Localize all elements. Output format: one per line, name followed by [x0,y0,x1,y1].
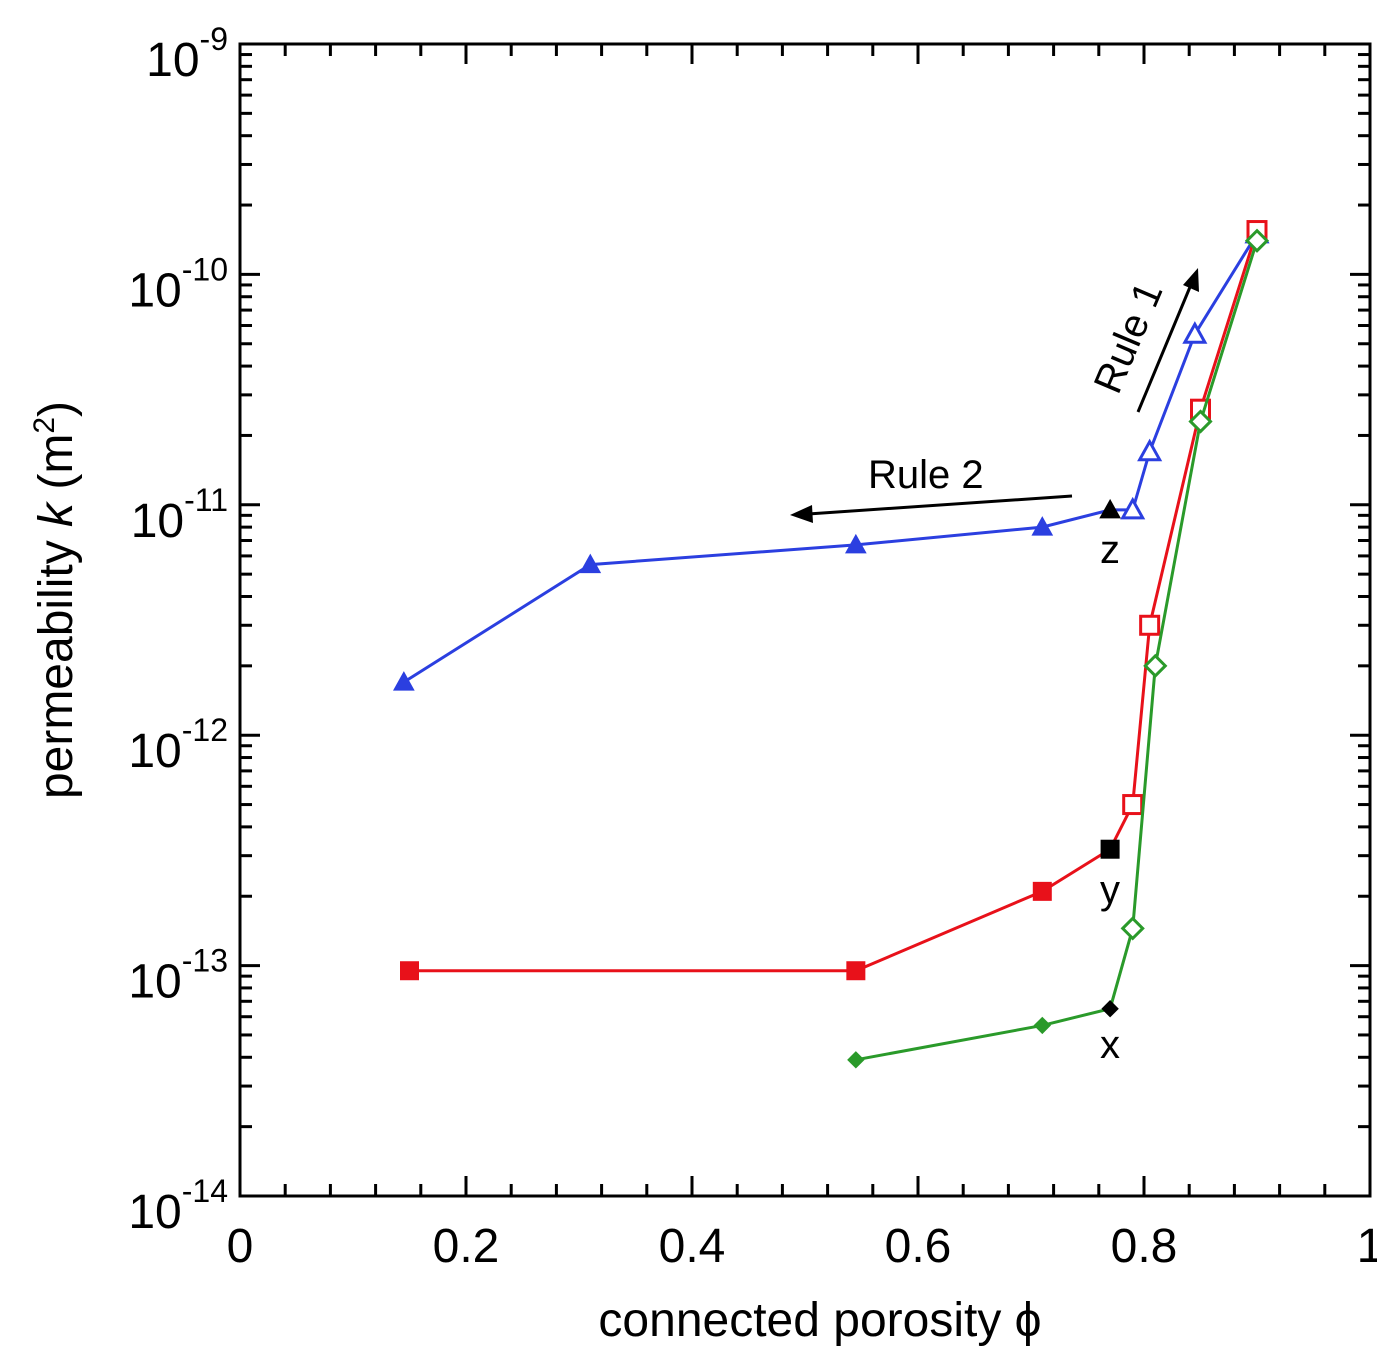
y-tick-label: 10-12 [128,712,228,778]
y-axis-title-mid: (m [30,434,83,503]
rule2-label: Rule 2 [868,453,984,497]
y-tick-exponent: -9 [200,21,228,57]
point-label-x: x [1100,1023,1120,1067]
y-tick-exponent: -13 [182,943,228,979]
plot-frame [238,42,1372,1198]
data-point-diamond [1143,653,1168,678]
y-tick-label: 10-9 [146,21,228,87]
annotations: Rule 2 Rule 1 z y x [790,268,1199,1067]
rule2-arrow-head [790,505,813,523]
y-tick-base: 10 [131,495,184,548]
data-point-triangle [579,553,602,574]
y-tick-base: 10 [128,264,181,317]
data-point-triangle [393,671,415,691]
y-axis-title-suffix: ) [30,401,83,417]
rule2-arrow-line [807,494,1073,516]
data-point-square [1032,881,1052,901]
data-point-diamond [1101,999,1119,1018]
y-tick-exponent: -12 [182,712,228,748]
x-tick-label: 0.4 [659,1220,726,1273]
y-tick-exponent: -14 [182,1173,228,1209]
series-square [400,220,1268,981]
axis-ticks: 0 0.2 0.4 0.6 0.8 110-1410-1310-1210-1110-101… [128,21,1377,1273]
y-tick-exponent: -10 [182,251,228,287]
x-axis-title: connected porosity ϕ [598,1294,1041,1347]
x-tick-label: 1 [1357,1220,1377,1273]
series-line [409,230,1259,973]
data-point-triangle [1099,498,1121,519]
data-series [393,220,1270,1069]
data-point-triangle [1182,321,1208,344]
y-tick-label: 10-14 [128,1173,228,1239]
y-axis-title: permeability k (m2) [28,401,83,799]
y-tick-base: 10 [146,34,199,87]
y-tick-exponent: -11 [184,482,228,518]
rule1-label: Rule 1 [1086,276,1172,400]
x-tick-label: 0.2 [433,1220,500,1273]
y-tick-base: 10 [128,725,181,778]
data-point-triangle [1031,516,1054,536]
y-tick-base: 10 [128,956,181,1009]
data-point-diamond [847,1051,865,1069]
data-point-diamond [1120,916,1145,941]
rule1-arrow-head [1183,268,1199,292]
y-axis-title-sup: 2 [28,417,61,434]
point-label-y: y [1100,868,1120,912]
y-tick-label: 10-10 [128,251,228,317]
data-point-diamond [1244,228,1270,253]
data-point-triangle [1120,496,1146,520]
series-diamond [847,228,1270,1069]
data-point-diamond [1033,1016,1052,1035]
y-tick-base: 10 [128,1186,181,1239]
data-point-square [846,961,866,981]
data-point-diamond [1188,409,1213,434]
data-point-triangle [845,533,867,554]
x-tick-label: 0.8 [1111,1220,1178,1273]
data-point-square [400,961,419,981]
data-point-triangle [1137,438,1163,462]
x-tick-label: 0 [227,1220,254,1273]
y-tick-label: 10-11 [131,482,228,548]
data-point-square [1122,794,1144,816]
y-axis-title-prefix: permeability [30,527,83,799]
x-tick-label: 0.6 [885,1220,952,1273]
data-point-square [1139,614,1161,636]
series-triangle [393,220,1270,691]
point-label-z: z [1100,528,1120,572]
series-line [855,240,1259,1062]
rule1-arrow-line [1136,286,1192,413]
data-point-square [1100,839,1120,859]
y-tick-label: 10-13 [128,943,228,1009]
y-axis-title-var: k [30,500,83,527]
